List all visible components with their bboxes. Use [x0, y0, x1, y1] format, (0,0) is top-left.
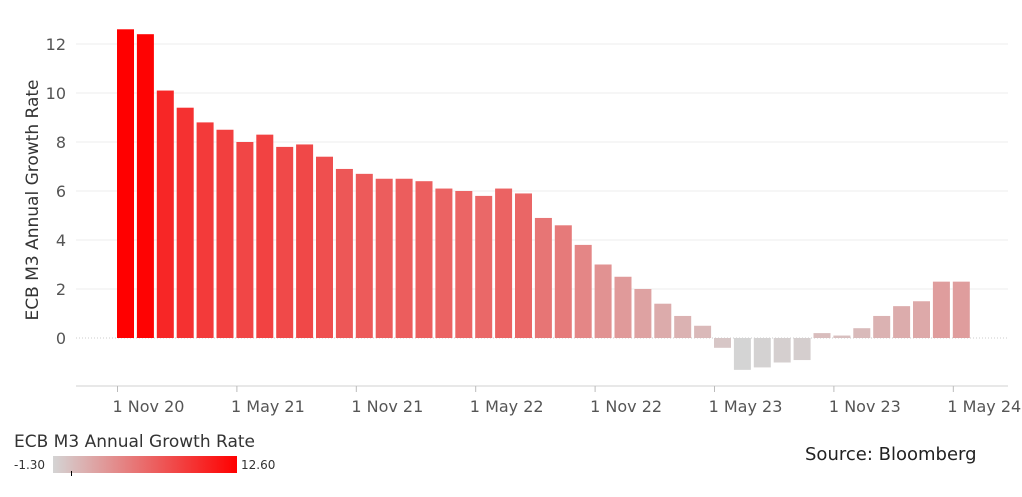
bar — [932, 281, 950, 338]
y-tick-label: 6 — [56, 182, 66, 201]
y-tick-label: 10 — [46, 84, 66, 103]
bar — [674, 315, 692, 338]
bar — [594, 264, 612, 338]
bar — [335, 168, 353, 338]
legend-title: ECB M3 Annual Growth Rate — [14, 432, 255, 452]
x-tick-label: 1 May 23 — [709, 397, 783, 416]
bar — [136, 34, 154, 338]
bar — [773, 338, 791, 363]
x-tick-label: 1 Nov 20 — [113, 397, 185, 416]
x-tick-label: 1 May 24 — [947, 397, 1021, 416]
y-tick-label: 2 — [56, 280, 66, 299]
bar — [196, 122, 214, 339]
bar — [853, 328, 871, 338]
bar — [117, 29, 134, 339]
bar — [355, 173, 373, 338]
bar — [435, 188, 453, 338]
bar — [833, 335, 851, 338]
legend-marker — [71, 471, 72, 476]
x-tick-label: 1 Nov 21 — [351, 397, 423, 416]
bar — [813, 333, 831, 338]
y-axis-ticks: 0 2 4 6 8 10 12 — [46, 35, 66, 348]
bars — [117, 29, 970, 370]
bar — [455, 191, 473, 338]
bar — [574, 244, 592, 338]
x-tick-label: 1 Nov 22 — [590, 397, 662, 416]
x-tick-label: 1 May 22 — [470, 397, 544, 416]
y-axis-label: ECB M3 Annual Growth Rate — [23, 80, 43, 321]
chart-area: 0 2 4 6 8 10 12 1 Nov 20 1 May 21 1 Nov 21 1 May … — [23, 29, 1021, 416]
bar — [156, 90, 174, 338]
y-tick-label: 0 — [56, 329, 66, 348]
bar — [515, 193, 532, 338]
bar — [256, 134, 274, 338]
x-tick-label: 1 Nov 23 — [829, 397, 901, 416]
bar — [694, 325, 712, 338]
bar — [375, 178, 393, 338]
bar — [395, 178, 413, 338]
legend-max-label: 12.60 — [241, 458, 276, 472]
bar — [276, 146, 294, 338]
bar — [534, 217, 552, 338]
bar — [554, 225, 572, 338]
bar — [654, 303, 672, 338]
bar — [793, 338, 811, 361]
x-tick-label: 1 May 21 — [231, 397, 305, 416]
legend-gradient-bar — [53, 456, 237, 473]
bar — [316, 156, 333, 338]
bar — [475, 195, 493, 338]
bar — [236, 142, 254, 338]
bar — [893, 306, 911, 338]
bar — [495, 188, 513, 338]
bar — [913, 301, 930, 338]
bar — [753, 338, 771, 368]
bar — [873, 315, 891, 338]
bar — [415, 181, 433, 338]
x-axis: 1 Nov 20 1 May 21 1 Nov 21 1 May 22 1 Nov 22… — [76, 385, 1021, 416]
bar — [176, 107, 194, 338]
source-label: Source: Bloomberg — [805, 444, 977, 465]
y-tick-label: 4 — [56, 231, 66, 250]
bar — [634, 289, 652, 338]
bar — [733, 338, 751, 370]
y-tick-label: 8 — [56, 133, 66, 152]
y-tick-label: 12 — [46, 35, 66, 54]
bar — [216, 129, 234, 338]
bar — [614, 276, 632, 338]
bar — [714, 338, 731, 348]
bar — [296, 144, 314, 338]
bar — [952, 281, 970, 338]
legend-min-label: -1.30 — [14, 458, 46, 472]
